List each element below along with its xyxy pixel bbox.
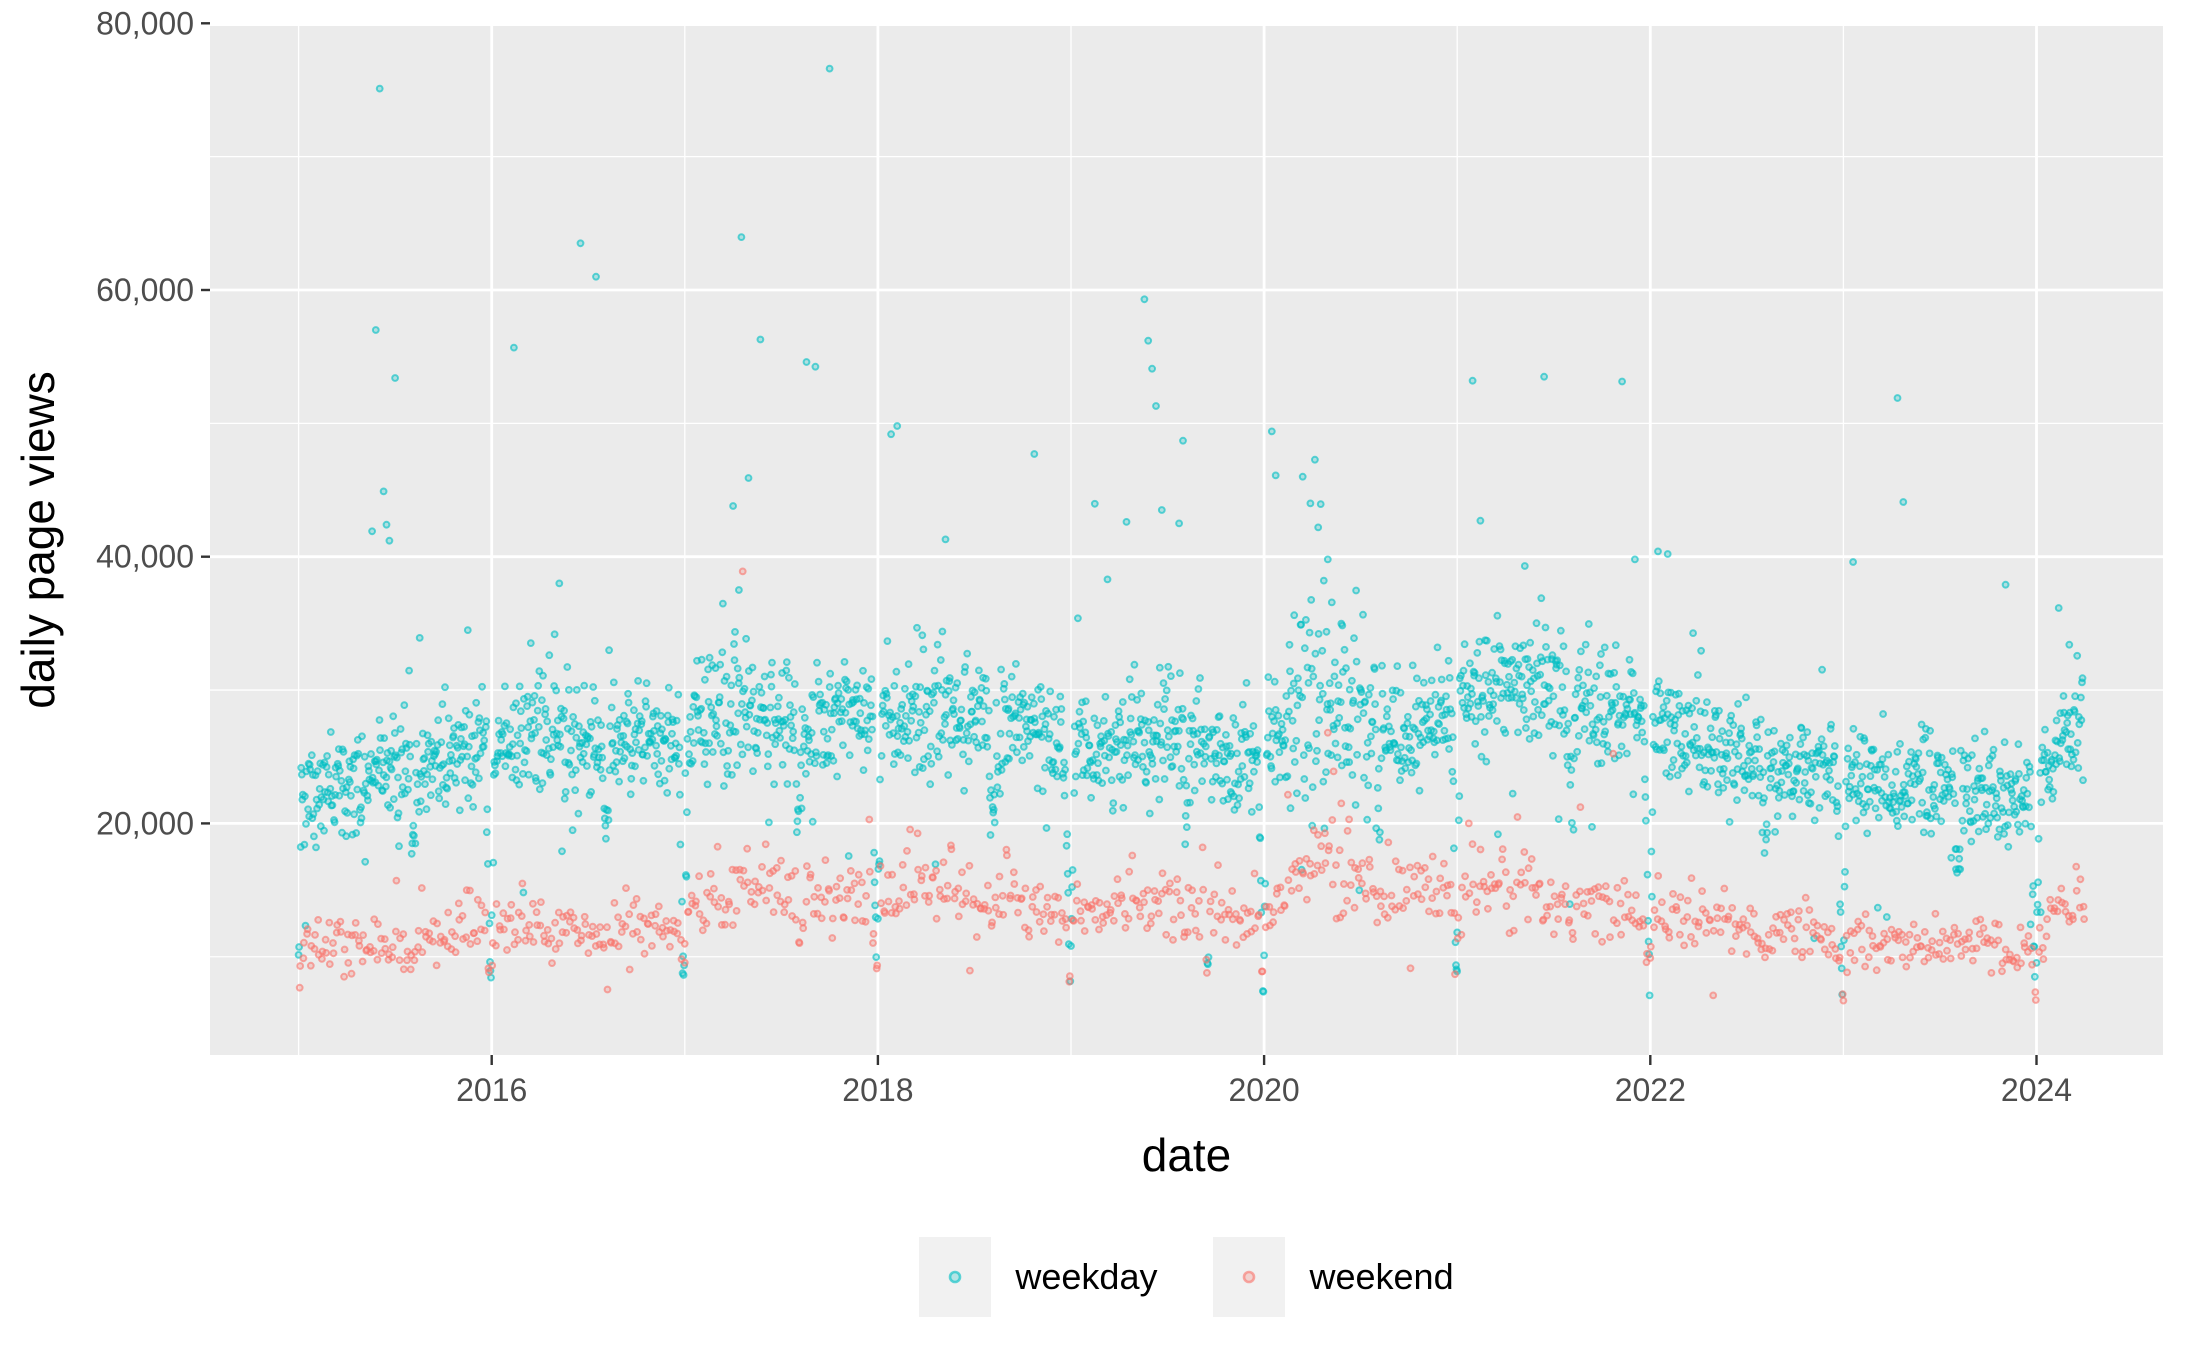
legend-label-weekend: weekend [1309, 1256, 1454, 1297]
x-tick-label: 2024 [2001, 1072, 2072, 1108]
x-axis-title: date [1141, 1129, 1232, 1181]
y-tick-label: 80,000 [96, 5, 194, 41]
x-tick-label: 2016 [456, 1072, 527, 1108]
y-tick-label: 20,000 [96, 805, 194, 841]
x-tick-label: 2020 [1229, 1072, 1300, 1108]
weekend-point-icon [1243, 1270, 1256, 1284]
y-tick-label: 60,000 [96, 272, 194, 308]
legend-item-weekend: weekend [1213, 1237, 1454, 1317]
legend-key-weekend [1213, 1237, 1286, 1317]
x-tick-label: 2018 [842, 1072, 913, 1108]
y-tick-label: 40,000 [96, 539, 194, 575]
legend-label-weekday: weekday [1015, 1256, 1158, 1297]
y-axis-title: daily page views [12, 371, 64, 709]
weekday-point-icon [949, 1270, 962, 1284]
weekend-points [295, 567, 2089, 1005]
x-tick-label: 2022 [1615, 1072, 1686, 1108]
weekday-points [294, 64, 2087, 1000]
plot-panel [210, 26, 2163, 1055]
legend-item-weekday: weekday [919, 1237, 1157, 1317]
legend: weekday weekend [210, 1232, 2163, 1322]
legend-key-weekday [919, 1237, 992, 1317]
